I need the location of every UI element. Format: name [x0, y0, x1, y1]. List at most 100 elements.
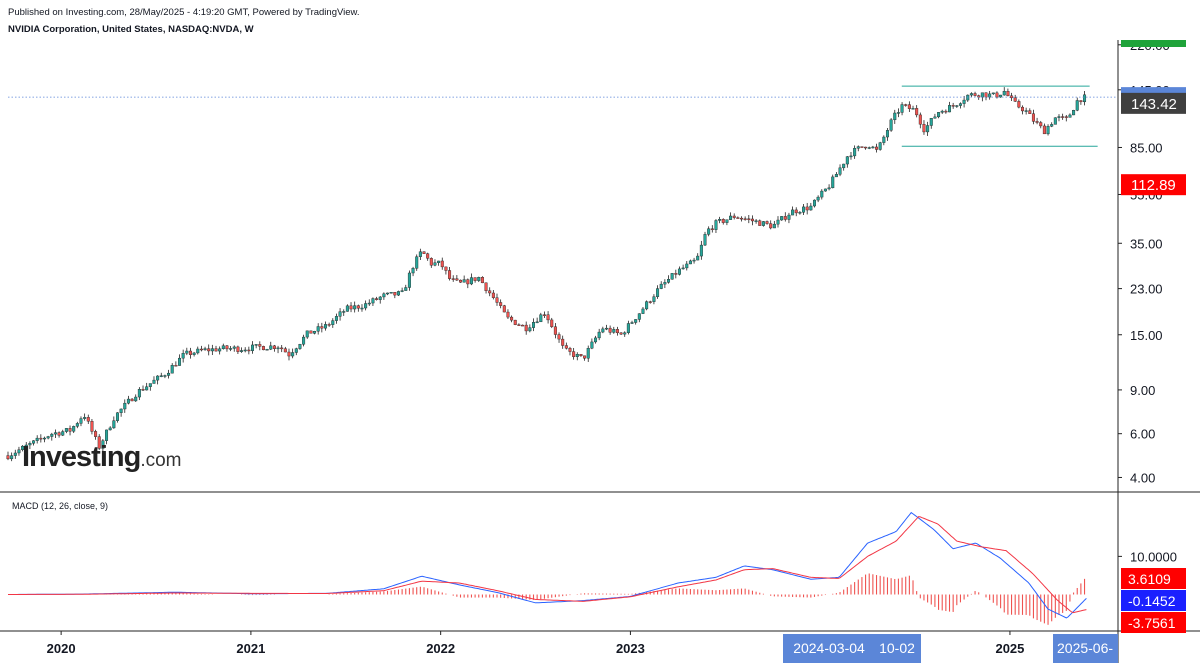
candle-body	[531, 322, 535, 328]
candle-body	[386, 292, 390, 295]
y-tick-label: 23.00	[1130, 282, 1163, 297]
candle-body	[108, 427, 112, 431]
candle-body	[823, 188, 827, 192]
candle-body	[572, 351, 576, 357]
candle-body	[1010, 95, 1014, 99]
candle-body	[145, 386, 149, 391]
candle-body	[251, 344, 255, 351]
candle-body	[630, 322, 634, 324]
candle-body	[126, 398, 130, 404]
candle-body	[1061, 116, 1065, 118]
candle-body	[754, 220, 758, 222]
candle-body	[878, 142, 882, 150]
y-tick-label: 9.00	[1130, 383, 1155, 398]
candle-body	[670, 273, 674, 280]
macd-badge-label: -0.1452	[1128, 593, 1176, 609]
candle-body	[291, 352, 295, 357]
candle-body	[864, 146, 868, 149]
candle-body	[148, 383, 152, 387]
candle-body	[893, 112, 897, 121]
candle-body	[575, 354, 579, 357]
candle-body	[466, 279, 470, 285]
candle-body	[53, 432, 57, 435]
candle-body	[225, 345, 229, 350]
x-tick-label: 2020	[47, 641, 76, 656]
candle-body	[1013, 97, 1017, 102]
candle-body	[21, 445, 25, 450]
candle-body	[980, 92, 984, 98]
y-tick-label: 6.00	[1130, 427, 1155, 442]
candle-body	[853, 148, 857, 157]
candle-body	[542, 314, 546, 316]
candle-body	[561, 338, 565, 346]
candle-body	[156, 375, 160, 381]
candle-body	[594, 337, 598, 343]
candle-body	[750, 218, 754, 222]
top-price-badge	[1121, 40, 1186, 47]
candle-body	[86, 417, 90, 422]
candle-body	[802, 206, 806, 213]
candle-body	[334, 316, 338, 321]
candle-body	[72, 426, 76, 432]
candle-body	[1035, 121, 1039, 123]
x-highlight-label: 2025-06-	[1057, 640, 1113, 656]
candle-body	[966, 94, 970, 101]
candle-body	[645, 301, 649, 310]
candle-body	[411, 268, 415, 274]
candle-body	[232, 346, 236, 349]
candle-body	[969, 93, 973, 96]
y-tick-label: 4.00	[1130, 470, 1155, 485]
candle-body	[506, 311, 510, 318]
candle-body	[557, 334, 561, 340]
macd-badge	[1121, 612, 1186, 633]
candle-body	[1002, 91, 1006, 96]
candle-body	[626, 323, 630, 333]
candle-body	[944, 110, 948, 113]
candle-body	[75, 423, 79, 427]
axes-layer: 220.00145.0085.0055.0035.0023.0015.009.0…	[0, 38, 1200, 663]
candle-body	[677, 268, 681, 275]
candle-body	[181, 353, 185, 359]
candle-body	[1075, 100, 1079, 111]
candle-body	[491, 292, 495, 298]
candle-body	[732, 215, 736, 218]
candle-body	[918, 114, 922, 125]
candle-body	[524, 324, 528, 332]
candle-body	[546, 314, 550, 321]
candle-body	[940, 110, 944, 113]
candle-body	[838, 167, 842, 175]
candle-body	[415, 256, 419, 269]
y-tick-label: 15.00	[1130, 328, 1163, 343]
candle-body	[612, 329, 616, 333]
published-note: Published on Investing.com, 28/May/2025 …	[8, 7, 360, 18]
candle-body	[437, 260, 441, 263]
candle-body	[659, 283, 663, 289]
macd-badge	[1121, 568, 1186, 589]
candle-body	[604, 327, 608, 330]
candle-body	[174, 365, 178, 367]
candle-body	[389, 292, 393, 294]
symbol-title: NVIDIA Corporation, United States, NASDA…	[8, 24, 254, 35]
candle-body	[896, 112, 900, 114]
candle-body	[1042, 125, 1046, 135]
candle-body	[163, 375, 167, 377]
candle-body	[856, 146, 860, 149]
candle-body	[105, 429, 109, 441]
price-badge-label: 143.42	[1131, 96, 1177, 113]
candle-body	[316, 326, 320, 332]
candle-body	[433, 262, 437, 266]
candle-body	[444, 266, 448, 271]
candle-body	[995, 92, 999, 98]
candle-body	[816, 196, 820, 201]
x-highlight-c	[1053, 634, 1118, 663]
candle-body	[258, 344, 262, 347]
candle-body	[1083, 94, 1087, 103]
candle-body	[353, 305, 357, 310]
candle-body	[539, 314, 543, 323]
candle-body	[769, 223, 773, 229]
candle-body	[473, 277, 477, 281]
candle-body	[42, 437, 46, 440]
candle-body	[999, 94, 1003, 98]
candle-body	[269, 345, 273, 350]
